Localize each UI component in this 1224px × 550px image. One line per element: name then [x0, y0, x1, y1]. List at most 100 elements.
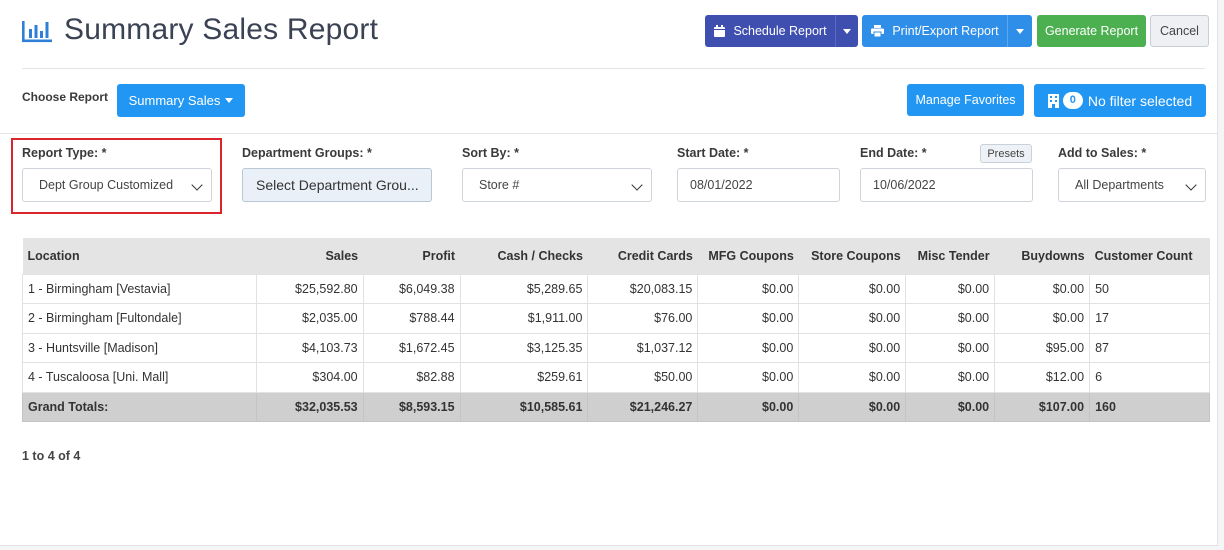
start-date-input[interactable]: 08/01/2022 — [677, 168, 840, 202]
table-cell: $0.00 — [905, 391, 996, 422]
table-cell: $1,672.45 — [362, 332, 461, 363]
chevron-down-icon — [631, 179, 643, 191]
header-divider — [22, 68, 1205, 69]
report-type-label: Report Type: * — [22, 146, 107, 160]
column-header[interactable]: Sales — [256, 238, 364, 274]
table-cell: 3 - Huntsville [Madison] — [22, 332, 257, 363]
add-to-sales-select[interactable]: All Departments — [1058, 168, 1206, 202]
department-groups-label: Department Groups: * — [242, 146, 372, 160]
table-cell: $0.00 — [697, 362, 800, 393]
table-cell: $788.44 — [362, 303, 461, 334]
table-cell: $20,083.15 — [587, 273, 699, 304]
add-to-sales-value: All Departments — [1075, 178, 1164, 192]
table-cell: Grand Totals: — [22, 391, 257, 422]
table-cell: $0.00 — [697, 391, 800, 422]
table-cell: $0.00 — [905, 273, 996, 304]
start-date-value: 08/01/2022 — [690, 178, 753, 192]
manage-favorites-button[interactable]: Manage Favorites — [907, 84, 1024, 116]
bar-chart-icon — [22, 21, 52, 43]
sort-by-label: Sort By: * — [462, 146, 519, 160]
grand-totals-row: Grand Totals: $32,035.53 $8,593.15 $10,5… — [22, 391, 1210, 422]
building-icon — [1047, 93, 1059, 108]
filter-label: No filter selected — [1087, 92, 1193, 109]
chevron-down-icon — [225, 98, 234, 103]
column-header[interactable]: Misc Tender — [905, 238, 995, 274]
add-to-sales-label: Add to Sales: * — [1058, 146, 1147, 160]
table-cell: $8,593.15 — [362, 391, 461, 422]
table-cell: 4 - Tuscaloosa [Uni. Mall] — [22, 362, 257, 393]
table-cell: $76.00 — [587, 303, 699, 334]
column-header[interactable]: Customer Count — [1089, 238, 1210, 274]
filter-divider — [0, 133, 1217, 134]
table-cell: $304.00 — [255, 362, 364, 393]
sort-by-select[interactable]: Store # — [462, 168, 652, 202]
generate-report-button[interactable]: Generate Report — [1037, 15, 1146, 47]
table-row: 2 - Birmingham [Fultondale] $2,035.00 $7… — [22, 303, 1210, 334]
table-cell: 1 - Birmingham [Vestavia] — [22, 273, 257, 304]
sales-table: Location Sales Profit Cash / Checks Cred… — [22, 238, 1210, 422]
table-cell: $0.00 — [905, 332, 996, 363]
column-header[interactable]: Location — [22, 238, 257, 274]
table-cell: $0.00 — [905, 303, 996, 334]
chevron-down-icon — [1185, 179, 1197, 191]
table-cell: $1,911.00 — [459, 303, 589, 334]
table-cell: 2 - Birmingham [Fultondale] — [22, 303, 257, 334]
department-groups-select[interactable]: Select Department Grou... — [242, 168, 432, 202]
report-select-dropdown[interactable]: Summary Sales — [117, 84, 245, 117]
column-header[interactable]: Cash / Checks — [460, 238, 588, 274]
table-cell: $0.00 — [994, 273, 1091, 304]
table-cell: $0.00 — [798, 273, 907, 304]
table-cell: $32,035.53 — [255, 391, 364, 422]
column-header[interactable]: Profit — [363, 238, 461, 274]
end-date-label: End Date: * — [860, 146, 927, 160]
print-export-label: Print/Export Report — [892, 24, 999, 38]
print-export-button[interactable]: Print/Export Report — [862, 15, 1008, 47]
table-cell: $0.00 — [905, 362, 996, 393]
table-cell: $0.00 — [798, 303, 907, 334]
column-header[interactable]: Credit Cards — [587, 238, 698, 274]
schedule-report-dropdown[interactable] — [835, 15, 858, 47]
table-cell: $1,037.12 — [587, 332, 699, 363]
table-cell: $0.00 — [697, 273, 800, 304]
column-header[interactable]: MFG Coupons — [697, 238, 799, 274]
filter-button[interactable]: 0 No filter selected — [1034, 84, 1206, 117]
table-cell: $0.00 — [798, 391, 907, 422]
print-export-dropdown[interactable] — [1007, 15, 1032, 47]
presets-button[interactable]: Presets — [980, 144, 1032, 163]
chevron-down-icon — [1016, 28, 1024, 34]
end-date-value: 10/06/2022 — [873, 178, 936, 192]
table-cell: $259.61 — [459, 362, 589, 393]
column-header[interactable]: Buydowns — [994, 238, 1090, 274]
end-date-input[interactable]: 10/06/2022 — [860, 168, 1033, 202]
table-cell: $12.00 — [994, 362, 1091, 393]
table-cell: $95.00 — [994, 332, 1091, 363]
table-cell: 17 — [1089, 303, 1210, 334]
table-cell: $0.00 — [697, 303, 800, 334]
table-cell: 160 — [1089, 391, 1210, 422]
table-cell: $25,592.80 — [255, 273, 364, 304]
schedule-report-button[interactable]: Schedule Report — [705, 15, 836, 47]
page-title: Summary Sales Report — [64, 13, 379, 46]
column-header[interactable]: Store Coupons — [798, 238, 906, 274]
report-type-value: Dept Group Customized — [39, 178, 174, 192]
table-cell: $5,289.65 — [459, 273, 589, 304]
print-icon — [871, 25, 885, 37]
cancel-button[interactable]: Cancel — [1150, 15, 1209, 47]
report-type-select[interactable]: Dept Group Customized — [22, 168, 212, 202]
start-date-label: Start Date: * — [677, 146, 749, 160]
table-cell: $4,103.73 — [255, 332, 364, 363]
table-cell: $21,246.27 — [587, 391, 699, 422]
department-groups-value: Select Department Grou... — [256, 177, 419, 193]
table-cell: $6,049.38 — [362, 273, 461, 304]
table-cell: $0.00 — [798, 362, 907, 393]
choose-report-label: Choose Report — [22, 90, 109, 104]
table-cell: 87 — [1089, 332, 1210, 363]
table-cell: $0.00 — [994, 303, 1091, 334]
table-row: 1 - Birmingham [Vestavia] $25,592.80 $6,… — [22, 273, 1210, 304]
table-cell: $107.00 — [994, 391, 1091, 422]
table-header-row: Location Sales Profit Cash / Checks Cred… — [22, 238, 1210, 274]
sort-by-value: Store # — [479, 178, 520, 192]
table-cell: $0.00 — [697, 332, 800, 363]
schedule-report-label: Schedule Report — [733, 24, 827, 38]
